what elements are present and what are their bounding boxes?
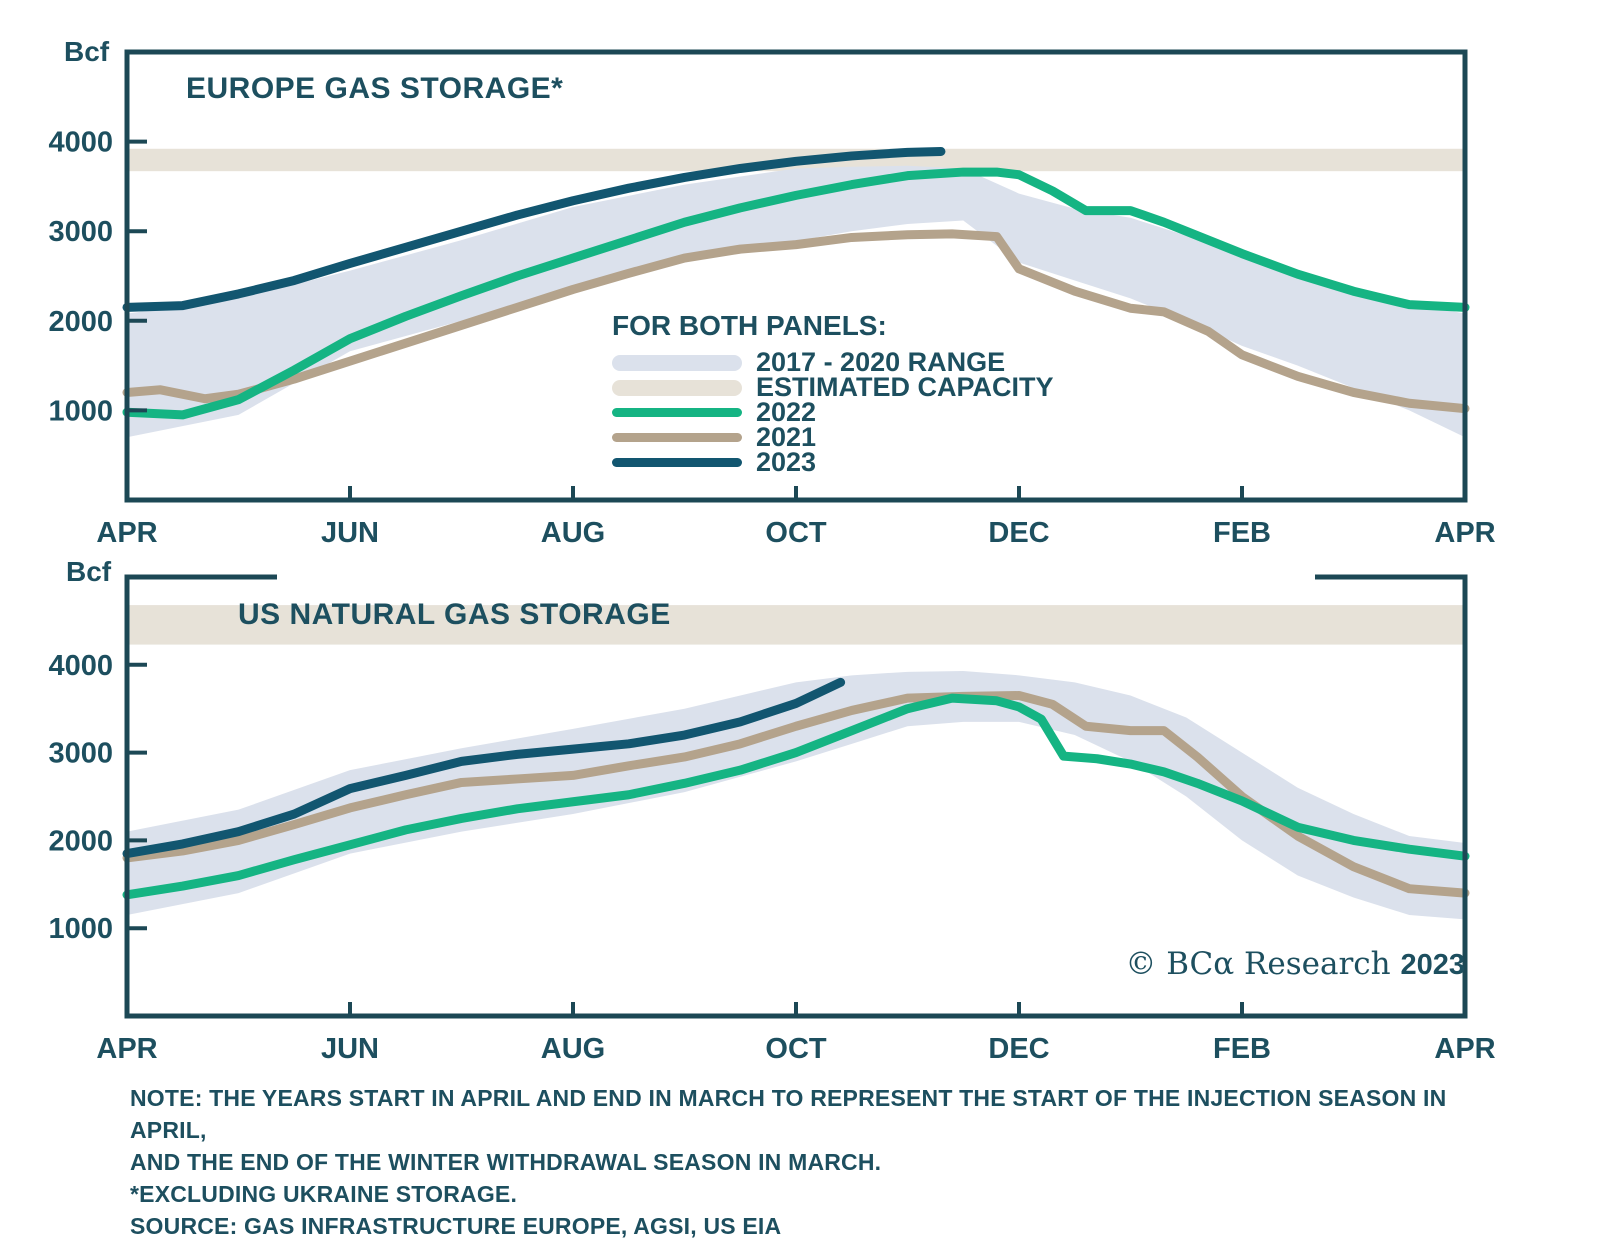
y-tick-label: 4000 [48,650,113,682]
x-tick-label: JUN [321,1033,379,1065]
legend-item-range: 2017 - 2020 RANGE [612,347,1072,377]
x-tick-label: APR [1434,1033,1495,1065]
x-tick-label: FEB [1213,1033,1271,1065]
legend-item-2023: 2023 [612,447,1072,477]
europe-panel-title: EUROPE GAS STORAGE* [186,72,564,105]
y-tick-label: 4000 [48,127,113,159]
x-tick-label: APR [96,1033,157,1065]
x-tick-label: OCT [765,1033,827,1065]
range-2017-2020-band [127,165,1465,438]
note-line-1: NOTE: THE YEARS START IN APRIL AND END I… [130,1085,1447,1143]
x-tick-label: OCT [765,517,827,549]
line-2021-swatch [612,433,742,442]
series-line-2022 [122,167,1470,420]
x-tick-label: APR [1434,517,1495,549]
capacity-band-swatch [612,379,742,396]
y-tick-label: 2000 [48,306,113,338]
x-tick-label: APR [96,517,157,549]
y-tick-label: 3000 [48,216,113,248]
us-panel-title: US NATURAL GAS STORAGE [238,598,671,631]
line-2023-swatch [612,458,742,467]
note-line-2: AND THE END OF THE WINTER WITHDRAWAL SEA… [130,1149,882,1175]
y-tick-label: 1000 [48,395,113,427]
legend-label-range: 2017 - 2020 RANGE [756,347,1006,377]
line-2022-swatch [612,408,742,417]
panel-border [124,49,1468,503]
series-line-2023 [122,677,846,859]
x-tick-label: JUN [321,517,379,549]
y-axis-unit-top: Bcf [64,36,110,67]
x-tick-label: DEC [988,517,1049,549]
europe-panel: APR JUN AUG OCT DEC FEB APR 1000 2000 3000 4000 [48,49,1496,549]
series-line-2023 [122,146,946,312]
legend-label-2023: 2023 [756,447,817,477]
y-tick-label: 2000 [48,825,113,857]
legend-label-2021: 2021 [756,422,817,452]
watermark-text: © BCα Research [1125,946,1401,982]
legend-item-capacity: ESTIMATED CAPACITY [612,372,1072,402]
range-band-swatch [612,354,742,371]
x-tick-label: AUG [541,1033,605,1065]
note-line-3: *EXCLUDING UKRAINE STORAGE. [130,1181,518,1207]
legend-item-2021: 2021 [612,422,1072,452]
y-tick-label: 1000 [48,913,113,945]
watermark-year: 2023 [1400,949,1465,981]
note-line-4: SOURCE: GAS INFRASTRUCTURE EUROPE, AGSI,… [130,1213,782,1239]
legend-label-capacity: ESTIMATED CAPACITY [756,372,1054,402]
x-tick-label: DEC [988,1033,1049,1065]
footnotes: NOTE: THE YEARS START IN APRIL AND END I… [130,1082,1490,1242]
legend-item-2022: 2022 [612,397,1072,427]
legend-label-2022: 2022 [756,397,817,427]
series-line-2022 [122,693,1470,900]
x-tick-label: FEB [1213,517,1271,549]
x-tick-label: AUG [541,517,605,549]
bca-research-watermark: © BCα Research 2023 [1000,946,1465,982]
legend-header: FOR BOTH PANELS: [612,310,887,341]
series-line-2021 [122,691,1470,898]
y-tick-label: 3000 [48,738,113,770]
legend: FOR BOTH PANELS: 2017 - 2020 RANGE ESTIM… [612,310,1072,477]
us-panel: APR JUN AUG OCT DEC FEB APR 1000 2000 3000 4000 [48,574,1496,1065]
estimated-capacity-band [129,605,1463,645]
series-line-2021 [122,229,1470,414]
y-axis-unit-bottom: Bcf [66,556,112,587]
